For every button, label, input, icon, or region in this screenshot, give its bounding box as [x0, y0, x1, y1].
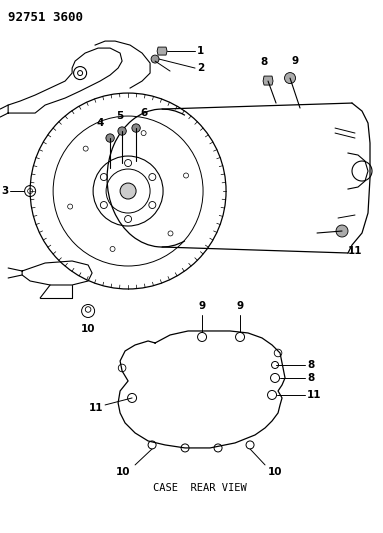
Text: 11: 11 [88, 403, 103, 413]
Circle shape [106, 134, 114, 142]
Circle shape [336, 225, 348, 237]
Circle shape [120, 183, 136, 199]
Text: 10: 10 [268, 467, 283, 477]
Text: 10: 10 [116, 467, 130, 477]
Polygon shape [263, 76, 273, 85]
Text: 8: 8 [260, 57, 268, 67]
Text: 11: 11 [348, 246, 363, 256]
Text: 8: 8 [307, 360, 314, 370]
Polygon shape [157, 47, 167, 55]
Text: 92751 3600: 92751 3600 [8, 11, 83, 24]
Text: 11: 11 [307, 390, 321, 400]
Circle shape [132, 124, 140, 132]
Text: 6: 6 [140, 108, 147, 118]
Text: 9: 9 [198, 301, 206, 311]
Text: 3: 3 [1, 186, 8, 196]
Text: 2: 2 [197, 63, 204, 73]
Text: 8: 8 [307, 373, 314, 383]
Text: 9: 9 [291, 56, 299, 66]
Circle shape [151, 55, 159, 63]
Text: 9: 9 [236, 301, 244, 311]
Text: 4: 4 [97, 118, 104, 128]
Text: 10: 10 [81, 324, 95, 334]
Circle shape [118, 127, 126, 135]
Text: 5: 5 [116, 111, 124, 121]
Text: 1: 1 [197, 46, 204, 56]
Circle shape [285, 72, 296, 84]
Text: CASE  REAR VIEW: CASE REAR VIEW [153, 483, 247, 493]
